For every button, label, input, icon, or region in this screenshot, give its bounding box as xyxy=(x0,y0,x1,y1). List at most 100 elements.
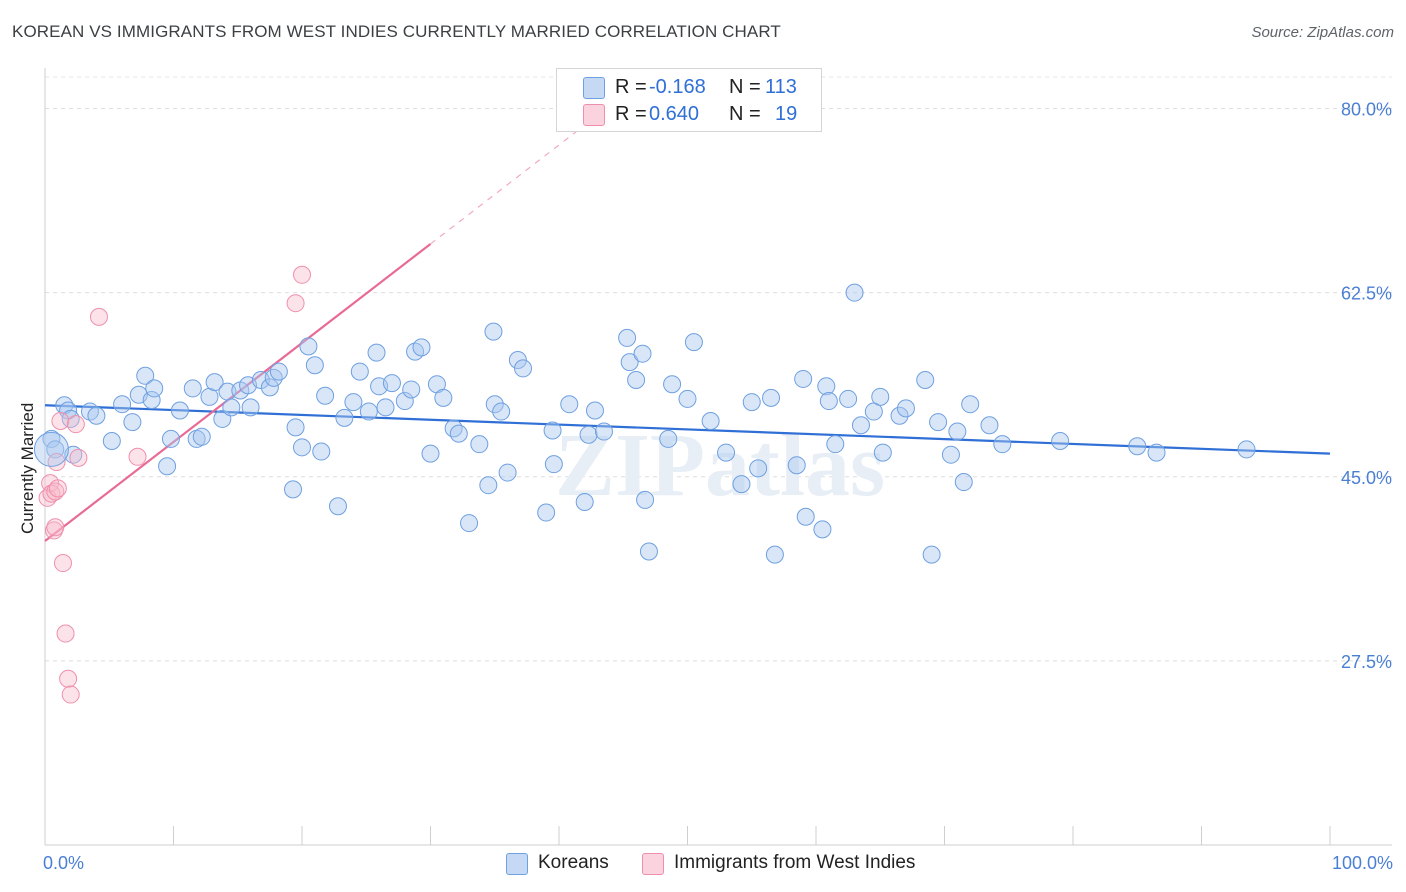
korean-point xyxy=(585,401,604,420)
korean-point xyxy=(42,429,61,448)
korean-point xyxy=(796,507,815,526)
korean-point xyxy=(312,442,331,461)
korean-point xyxy=(485,395,504,414)
korean-point xyxy=(794,369,813,388)
korean-point xyxy=(449,424,468,443)
korean-point xyxy=(113,395,132,414)
korean-point xyxy=(402,380,421,399)
korean-point xyxy=(916,370,935,389)
korean-point xyxy=(537,503,556,522)
korean-point xyxy=(663,375,682,394)
korean-point xyxy=(470,435,489,454)
koreans-swatch xyxy=(506,853,528,875)
korean-point xyxy=(579,425,598,444)
korean-point xyxy=(929,413,948,432)
korean-point xyxy=(845,283,864,302)
korean-point xyxy=(749,459,768,478)
r-label: R = xyxy=(615,76,647,98)
korean-point xyxy=(659,429,678,448)
korean-point xyxy=(335,408,354,427)
korean-point xyxy=(205,373,224,392)
korean-point xyxy=(717,443,736,462)
korean-point xyxy=(344,393,363,412)
korean-point xyxy=(316,386,335,405)
korean-point xyxy=(421,444,440,463)
west-indies-swatch xyxy=(642,853,664,875)
korean-point xyxy=(142,390,161,409)
west-indies-point xyxy=(48,479,67,498)
korean-point xyxy=(627,370,646,389)
korean-point xyxy=(359,402,378,421)
korean-point xyxy=(269,362,288,381)
korean-point xyxy=(813,520,832,539)
korean-point xyxy=(136,366,155,385)
y-tick-label: 45.0% xyxy=(1341,468,1392,488)
legend-label: Immigrants from West Indies xyxy=(674,852,916,873)
legend-row-koreans: R = -0.168 N = 113 xyxy=(557,74,821,100)
korean-point xyxy=(192,427,211,446)
korean-point xyxy=(839,389,858,408)
korean-point xyxy=(762,388,781,407)
korean-point xyxy=(890,406,909,425)
axes xyxy=(44,68,1392,846)
west-indies-point xyxy=(69,448,88,467)
legend-row-west-indies: R = 0.640 N = 19 xyxy=(557,101,821,127)
korean-point xyxy=(514,359,533,378)
west-indies-point xyxy=(66,415,85,434)
korean-point xyxy=(293,438,311,457)
stats-legend: R = -0.168 N = 113 R = 0.640 N = 19 xyxy=(556,68,822,132)
korean-point xyxy=(241,398,260,417)
korean-point xyxy=(742,393,761,412)
legend-label: Koreans xyxy=(538,852,609,873)
west-indies-point xyxy=(286,294,305,313)
korean-point xyxy=(123,413,142,432)
korean-point xyxy=(701,412,720,431)
korean-point xyxy=(678,389,697,408)
korean-point xyxy=(732,475,751,494)
west-indies-point xyxy=(293,265,311,284)
n-value: 113 xyxy=(765,76,797,98)
korean-point xyxy=(1051,432,1070,451)
korean-point xyxy=(993,435,1012,454)
west-indies-point xyxy=(59,669,78,688)
korean-point xyxy=(1147,443,1166,462)
korean-point xyxy=(350,362,369,381)
korean-point xyxy=(873,443,892,462)
y-tick-label: 80.0% xyxy=(1341,100,1392,120)
korean-point xyxy=(328,497,347,516)
korean-point xyxy=(639,542,658,561)
korean-point xyxy=(484,322,503,341)
korean-point xyxy=(376,398,395,417)
west-indies-point xyxy=(89,307,108,326)
west-indies-point xyxy=(56,624,75,643)
n-value: 19 xyxy=(775,103,798,125)
korean-point xyxy=(543,421,562,440)
watermark: ZIPatlas xyxy=(555,416,885,515)
korean-point xyxy=(286,418,305,437)
r-value: 0.640 xyxy=(649,103,700,125)
west-indies-trend-extension xyxy=(430,76,648,245)
korean-point xyxy=(170,401,189,420)
west-indies-point xyxy=(53,554,72,573)
grid-lines xyxy=(45,76,1392,662)
korean-point xyxy=(636,490,655,509)
series-legend: Koreans Immigrants from West Indies xyxy=(0,852,1406,878)
korean-point xyxy=(620,353,639,372)
west-indies-point xyxy=(61,685,80,704)
korean-point xyxy=(299,337,318,356)
tick-labels: 27.5% 45.0% 62.5% 80.0% 0.0% 100.0% xyxy=(43,100,1393,873)
west-indies-point xyxy=(51,412,70,431)
y-axis-label: Currently Married xyxy=(18,402,37,534)
korean-point xyxy=(479,476,498,495)
korean-point xyxy=(508,351,527,370)
west-indies-point xyxy=(46,518,65,537)
korean-point xyxy=(87,406,106,425)
korean-point xyxy=(33,431,69,467)
r-value: -0.168 xyxy=(649,76,706,98)
korean-point xyxy=(980,416,999,435)
korean-point xyxy=(871,387,890,406)
koreans-swatch xyxy=(583,77,605,99)
korean-point xyxy=(161,429,180,448)
korean-point xyxy=(922,545,941,564)
korean-point xyxy=(284,480,303,499)
